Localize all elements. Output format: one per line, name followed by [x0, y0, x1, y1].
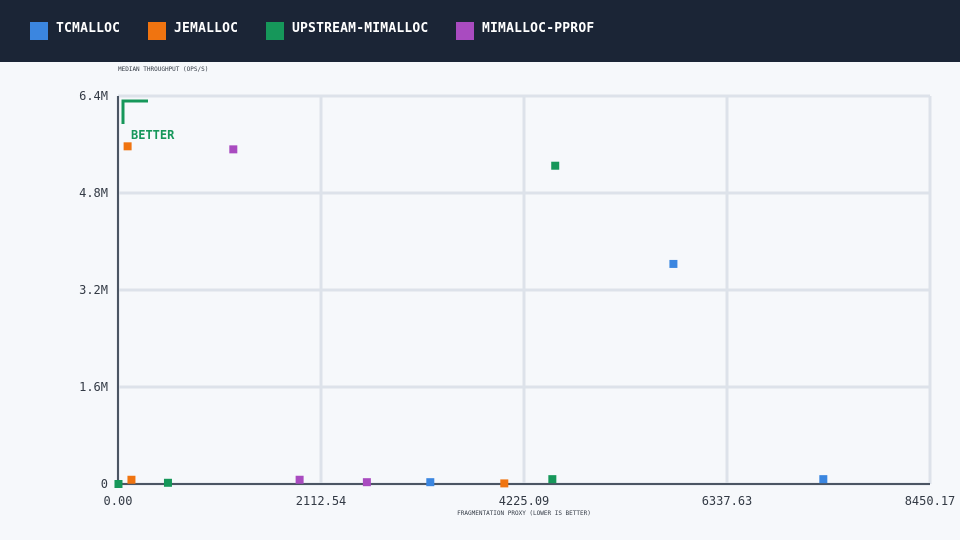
- data-point-upstream-mimalloc: [163, 478, 172, 487]
- legend-label-jemalloc: JEMALLOC: [174, 21, 239, 36]
- grid: [116, 94, 932, 486]
- legend-swatch-tcmalloc: [30, 22, 48, 40]
- better-annotation: BETTER: [121, 99, 175, 142]
- data-point-upstream-mimalloc: [551, 161, 560, 170]
- y-tick-label: 4.8M: [79, 186, 108, 200]
- x-tick-labels: 0.00 2112.54 4225.09 6337.63 8450.17: [104, 494, 956, 508]
- data-point-upstream-mimalloc: [114, 480, 123, 488]
- data-points: [114, 142, 828, 488]
- data-point-mimalloc-pprof: [295, 475, 304, 484]
- legend-swatch-upstream-mimalloc: [266, 22, 284, 40]
- data-point-tcmalloc: [669, 259, 678, 268]
- y-tick-label: 1.6M: [79, 380, 108, 394]
- x-tick-label: 4225.09: [499, 494, 550, 508]
- axes: [117, 96, 930, 485]
- legend-swatch-jemalloc: [148, 22, 166, 40]
- data-point-jemalloc: [500, 479, 509, 488]
- data-point-mimalloc-pprof: [229, 145, 238, 154]
- better-arrow: [121, 99, 148, 124]
- legend-label-tcmalloc: TCMALLOC: [56, 21, 121, 36]
- x-tick-label: 0.00: [104, 494, 133, 508]
- data-point-jemalloc: [127, 475, 136, 484]
- data-point-mimalloc-pprof: [362, 478, 371, 487]
- y-axis-title: MEDIAN THROUGHPUT (OPS/S): [118, 66, 208, 73]
- x-axis-title: FRAGMENTATION PROXY (LOWER IS BETTER): [457, 510, 591, 517]
- legend-label-mimalloc-pprof: MIMALLOC-PPROF: [482, 21, 595, 36]
- legend-swatch-mimalloc-pprof: [456, 22, 474, 40]
- legend-item-upstream-mimalloc[interactable]: UPSTREAM-MIMALLOC: [266, 18, 428, 40]
- data-point-tcmalloc: [426, 478, 435, 487]
- data-point-upstream-mimalloc: [548, 475, 557, 484]
- x-tick-label: 6337.63: [702, 494, 753, 508]
- y-tick-labels: 0 1.6M 3.2M 4.8M 6.4M: [79, 89, 108, 491]
- legend-label-upstream-mimalloc: UPSTREAM-MIMALLOC: [292, 21, 429, 36]
- y-tick-label: 0: [101, 477, 108, 491]
- data-point-tcmalloc: [819, 475, 828, 484]
- legend-item-tcmalloc[interactable]: TCMALLOC: [30, 18, 120, 40]
- legend-item-mimalloc-pprof[interactable]: MIMALLOC-PPROF: [456, 18, 594, 40]
- y-tick-label: 6.4M: [79, 89, 108, 103]
- x-tick-label: 8450.17: [905, 494, 956, 508]
- legend-item-jemalloc[interactable]: JEMALLOC: [148, 18, 238, 40]
- better-label: BETTER: [131, 128, 175, 142]
- x-tick-label: 2112.54: [296, 494, 347, 508]
- scatter-plot: MEDIAN THROUGHPUT (OPS/S) 0 1.6M 3.2M 4.8M 6…: [79, 66, 956, 517]
- legend-bar: TCMALLOC JEMALLOC UPSTREAM-MIMALLOC MIMA…: [0, 0, 960, 62]
- y-tick-label: 3.2M: [79, 283, 108, 297]
- data-point-jemalloc: [123, 142, 132, 151]
